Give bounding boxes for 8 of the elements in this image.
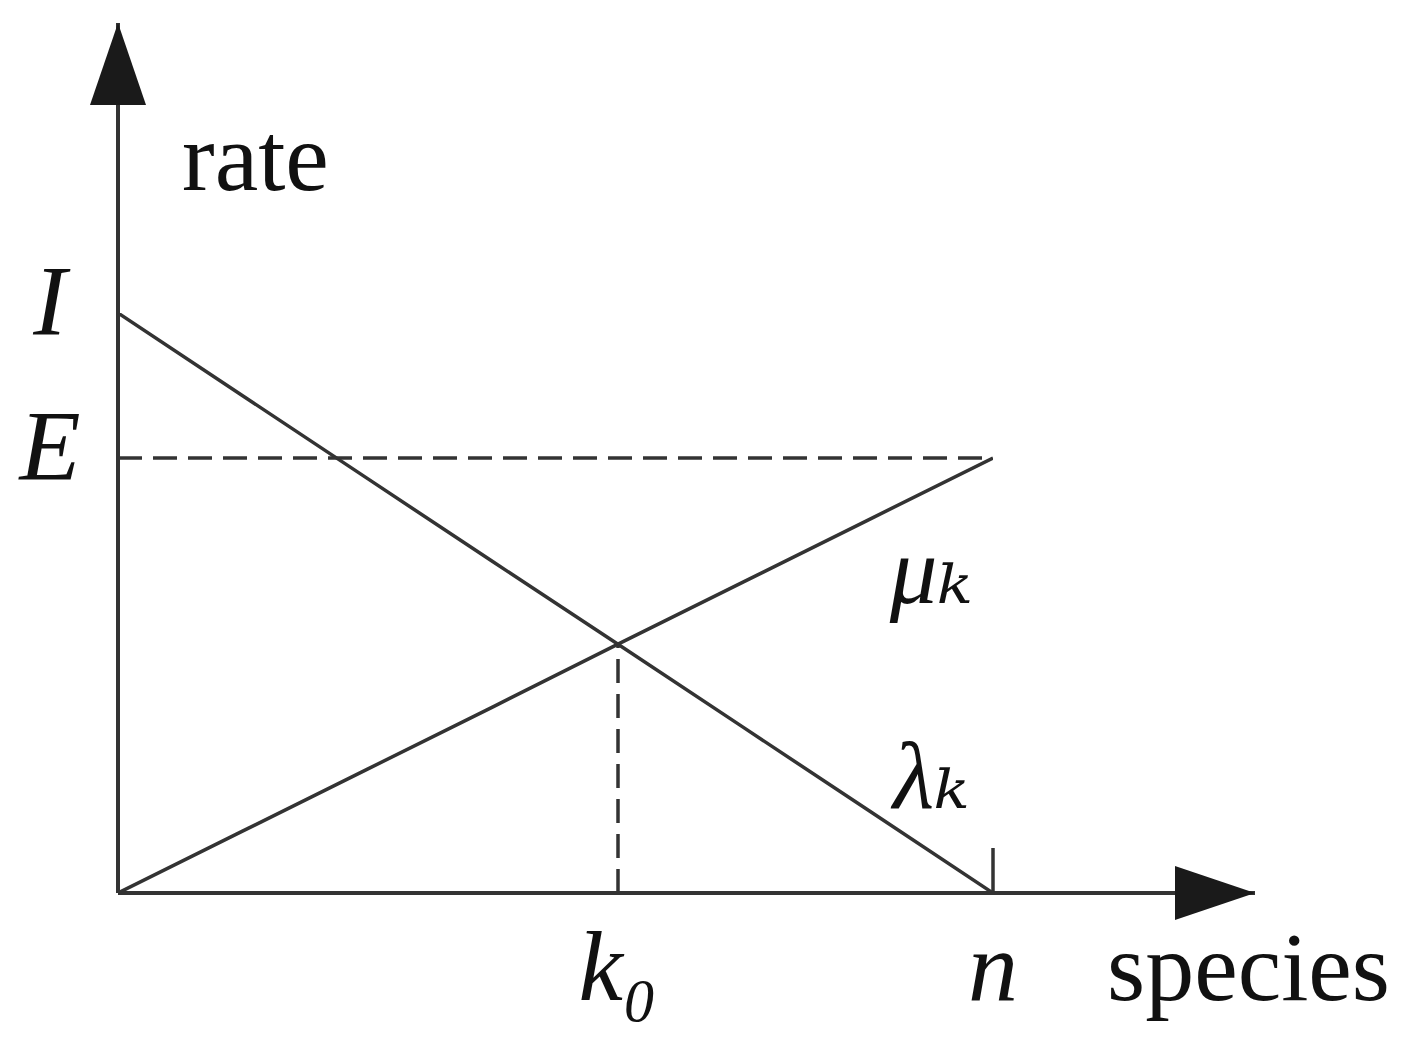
annotation: I — [32, 245, 72, 356]
series-label: μₖ — [888, 518, 973, 625]
series-label: λₖ — [890, 723, 969, 830]
series-label: E — [17, 390, 81, 501]
x-tick-label: n — [968, 911, 1018, 1022]
y-axis-title: rate — [182, 103, 329, 211]
x-axis-title: species — [1107, 913, 1390, 1021]
x-tick-label: k₀ — [578, 911, 658, 1022]
